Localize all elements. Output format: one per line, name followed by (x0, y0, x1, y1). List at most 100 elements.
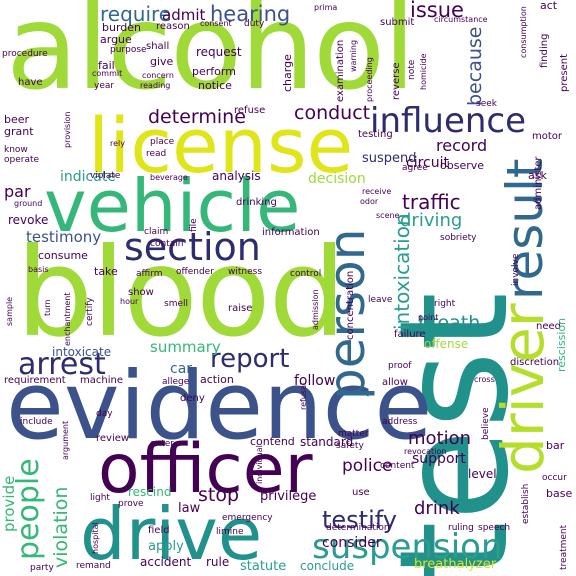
word-purpose: purpose (110, 45, 147, 55)
word-refusal: refusal (299, 382, 308, 410)
word-shall: shall (146, 41, 170, 52)
word-breathalyzer: breathalyzer (414, 557, 497, 572)
word-address: address (382, 417, 418, 427)
word-failure: failure (394, 329, 426, 340)
word-right: right (434, 299, 456, 309)
word-ruling: ruling (448, 523, 474, 533)
word-review: review (96, 433, 130, 444)
word-ground: ground (14, 199, 43, 208)
word-believe: believe (481, 407, 491, 440)
word-circuit: circuit (406, 155, 449, 171)
word-day: day (96, 409, 113, 419)
word-reverse: reverse (391, 62, 402, 100)
word-use: use (352, 487, 370, 498)
word-sample: sample (5, 296, 14, 326)
word-conclude: conclude (300, 559, 355, 573)
word-field: field (148, 525, 170, 536)
word-grant: grant (4, 125, 34, 138)
word-claim: claim (144, 227, 169, 237)
word-refuse: refuse (234, 105, 266, 116)
word-know: know (4, 145, 28, 155)
word-apply: apply (148, 539, 184, 554)
word-emergency: emergency (222, 513, 273, 523)
word-intoxicate: intoxicate (52, 345, 112, 359)
word-burden: burden (102, 21, 142, 34)
word-have: have (18, 77, 43, 88)
word-information: information (262, 227, 320, 238)
word-analysis: analysis (212, 169, 261, 183)
word-limine: limine (216, 527, 244, 537)
word-basis: basis (28, 265, 49, 274)
word-issue: issue (410, 0, 464, 22)
word-matter: matter (338, 429, 369, 439)
word-contain: contain (150, 239, 184, 249)
word-requirement: requirement (4, 375, 66, 386)
word-operate: operate (4, 155, 40, 165)
word-admit: admit (162, 6, 206, 24)
word-because: because (464, 26, 486, 106)
word-year: year (94, 81, 115, 91)
word-enter: enter (150, 439, 175, 449)
word-give: give (150, 55, 174, 68)
word-concern: concern (142, 71, 174, 80)
word-safety: safety (336, 441, 364, 451)
word-involve: involve (511, 253, 521, 286)
word-violate: violate (90, 171, 121, 181)
word-license: license (88, 101, 354, 190)
word-motor: motor (532, 131, 563, 142)
word-accident: accident (140, 555, 192, 569)
word-ask: ask (528, 169, 547, 182)
word-summary: summary (150, 338, 221, 356)
word-consider: consider (322, 535, 382, 551)
word-suspend: suspend (362, 151, 417, 166)
word-hearing: hearing (210, 2, 291, 26)
word-certify: certify (85, 297, 95, 326)
word-take: take (94, 265, 118, 278)
word-control: control (290, 269, 322, 279)
word-influence: influence (370, 101, 527, 141)
word-contend: contend (250, 435, 295, 448)
word-include: include (20, 417, 53, 427)
word-conduct: conduct (294, 102, 371, 124)
word-show: show (128, 287, 154, 298)
word-consumption: consumption (519, 6, 528, 58)
word-light: light (90, 493, 110, 503)
word-observe: observe (440, 159, 485, 172)
word-determination: determination (326, 523, 390, 533)
word-base: base (546, 487, 573, 500)
word-treatment: treatment (559, 524, 569, 570)
word-reading: reading (140, 81, 171, 90)
word-revoke: revoke (8, 213, 49, 227)
word-traffic: traffic (402, 190, 461, 214)
word-police: police (342, 456, 393, 476)
word-law: law (178, 501, 201, 516)
word-vehicle: vehicle (44, 164, 301, 248)
word-decision: decision (308, 171, 366, 187)
word-concentration: concentration (345, 270, 356, 340)
word-proof: proof (388, 361, 412, 371)
word-leave: leave (368, 295, 393, 305)
word-breath: breath (418, 312, 481, 334)
word-driving: driving (400, 210, 463, 231)
word-scene: scene (376, 211, 400, 220)
word-duty: duty (244, 19, 265, 29)
word-cross: cross (474, 375, 495, 384)
word-rule: rule (206, 555, 230, 569)
word-reason: reason (156, 21, 190, 32)
word-revocation: revocation (404, 447, 447, 456)
word-hospital: hospital (91, 522, 100, 554)
word-remand: remand (76, 561, 111, 571)
word-determine: determine (148, 106, 246, 128)
word-file: file (189, 218, 199, 232)
word-follow: follow (294, 373, 336, 389)
word-finding: finding (539, 33, 550, 68)
word-action: action (200, 373, 234, 386)
word-indicate: indicate (60, 169, 116, 185)
word-evidence: evidence (6, 352, 433, 461)
word-proceeding: proceeding (365, 57, 374, 102)
word-car: car (170, 361, 193, 377)
word-people: people (11, 458, 46, 560)
word-violation: violation (50, 486, 72, 568)
word-seek: seek (476, 99, 497, 109)
word-stop: stop (198, 484, 240, 506)
